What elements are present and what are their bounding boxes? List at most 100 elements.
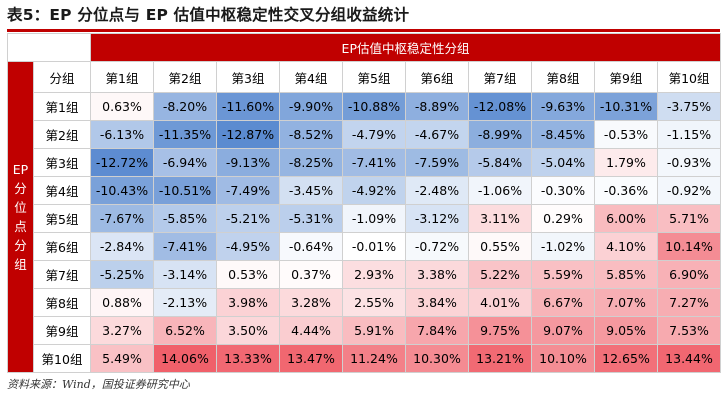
table-cell: 3.84%: [405, 288, 469, 317]
row-header: 第1组: [33, 92, 91, 121]
table-cell: -6.13%: [90, 120, 154, 149]
table-cell: -3.14%: [153, 260, 217, 289]
table-cell: -8.89%: [405, 92, 469, 121]
column-header: 第9组: [594, 61, 658, 93]
table-cell: 0.88%: [90, 288, 154, 317]
table-cell: -4.95%: [216, 232, 280, 261]
table-cell: -0.01%: [342, 232, 406, 261]
table-cell: 11.24%: [342, 344, 406, 373]
table-cell: -5.85%: [153, 204, 217, 233]
table-cell: 3.98%: [216, 288, 280, 317]
table-cell: -8.20%: [153, 92, 217, 121]
table-row: 第8组 0.88% -2.13% 3.98% 3.28% 2.55% 3.84% 4.01% 6…: [8, 288, 722, 317]
table-cell: 5.59%: [531, 260, 595, 289]
table-cell: 7.07%: [594, 288, 658, 317]
table-cell: -7.59%: [405, 148, 469, 177]
table-cell: -9.63%: [531, 92, 595, 121]
super-header-row: EP估值中枢稳定性分组: [7, 33, 722, 62]
table-cell: -7.41%: [342, 148, 406, 177]
table-cell: -0.72%: [405, 232, 469, 261]
column-header: 第3组: [216, 61, 280, 93]
table-cell: -3.45%: [279, 176, 343, 205]
table-cell: 5.91%: [342, 316, 406, 345]
table-cell: 6.90%: [656, 260, 722, 289]
cross-group-table-wrapper: EP估值中枢稳定性分组 EP 分位点分组分组 第1组 第2组 第3组 第4组 第5组 第6组 第7…: [7, 33, 722, 373]
table-cell: -3.12%: [405, 204, 469, 233]
table-cell: 4.10%: [594, 232, 658, 261]
corner-blank: [7, 33, 91, 62]
table-cell: 6.67%: [531, 288, 595, 317]
table-cell: 3.50%: [216, 316, 280, 345]
table-cell: -0.92%: [656, 176, 722, 205]
table-title: 表5：EP 分位点与 EP 估值中枢稳定性交叉分组收益统计: [7, 6, 410, 24]
row-header: 第6组: [33, 232, 91, 261]
table-row: 第10组 5.49% 14.06% 13.33% 13.47% 11.24% 10.30% 1…: [8, 344, 722, 373]
table-cell: -0.30%: [531, 176, 595, 205]
table-cell: -2.48%: [405, 176, 469, 205]
table-cell: 9.07%: [531, 316, 595, 345]
table-row: 第2组 -6.13% -11.35% -12.87% -8.52% -4.79% -4.67…: [8, 120, 722, 149]
table-cell: -8.99%: [468, 120, 532, 149]
table-cell: 13.44%: [656, 344, 722, 373]
table-cell: -1.02%: [531, 232, 595, 261]
table-row: 第1组 0.63% -8.20% -11.60% -9.90% -10.88% -8.89%…: [8, 92, 722, 121]
cross-group-return-table: EP估值中枢稳定性分组 EP 分位点分组分组 第1组 第2组 第3组 第4组 第5组 第6组 第7…: [7, 33, 722, 373]
table-row: 第3组 -12.72% -6.94% -9.13% -8.25% -7.41% -7.59%…: [8, 148, 722, 177]
table-cell: 10.14%: [656, 232, 722, 261]
table-cell: -11.35%: [153, 120, 217, 149]
table-cell: -6.94%: [153, 148, 217, 177]
column-header: 第4组: [279, 61, 343, 93]
table-cell: 3.38%: [405, 260, 469, 289]
table-cell: 9.05%: [594, 316, 658, 345]
column-header: 第1组: [90, 61, 154, 93]
row-header: 第8组: [33, 288, 91, 317]
table-body: EP估值中枢稳定性分组 EP 分位点分组分组 第1组 第2组 第3组 第4组 第5组 第6组 第7…: [7, 33, 722, 373]
table-cell: -10.31%: [594, 92, 658, 121]
table-cell: -5.31%: [279, 204, 343, 233]
table-cell: -11.60%: [216, 92, 280, 121]
table-cell: 3.28%: [279, 288, 343, 317]
table-cell: 0.37%: [279, 260, 343, 289]
table-cell: 0.55%: [468, 232, 532, 261]
table-cell: 13.21%: [468, 344, 532, 373]
table-cell: 10.30%: [405, 344, 469, 373]
side-header-char: 分: [14, 238, 27, 253]
table-row: 第7组 -5.25% -3.14% 0.53% 0.37% 2.93% 3.38% 5.22%…: [8, 260, 722, 289]
table-cell: 3.11%: [468, 204, 532, 233]
table-cell: -1.06%: [468, 176, 532, 205]
table-cell: -2.13%: [153, 288, 217, 317]
table-cell: 5.49%: [90, 344, 154, 373]
row-header: 第3组: [33, 148, 91, 177]
table-cell: -7.49%: [216, 176, 280, 205]
table-cell: -0.93%: [656, 148, 722, 177]
table-cell: 6.00%: [594, 204, 658, 233]
column-header: 第8组: [531, 61, 595, 93]
table-cell: 0.63%: [90, 92, 154, 121]
table-cell: -12.08%: [468, 92, 532, 121]
row-header: 第4组: [33, 176, 91, 205]
table-cell: 5.71%: [656, 204, 722, 233]
row-header: 第5组: [33, 204, 91, 233]
table-cell: -5.25%: [90, 260, 154, 289]
table-cell: -7.67%: [90, 204, 154, 233]
table-cell: 2.55%: [342, 288, 406, 317]
table-row: 第9组 3.27% 6.52% 3.50% 4.44% 5.91% 7.84% 9.75% 9.…: [8, 316, 722, 345]
table-cell: -8.45%: [531, 120, 595, 149]
table-cell: -0.36%: [594, 176, 658, 205]
row-header: 第2组: [33, 120, 91, 149]
table-cell: 13.47%: [279, 344, 343, 373]
column-header: 第10组: [656, 61, 722, 93]
table-cell: -5.04%: [531, 148, 595, 177]
side-header: EP 分位点分组: [7, 61, 34, 373]
table-cell: 7.84%: [405, 316, 469, 345]
table-cell: -8.25%: [279, 148, 343, 177]
column-header: 第6组: [405, 61, 469, 93]
table-cell: -9.90%: [279, 92, 343, 121]
column-header: 第5组: [342, 61, 406, 93]
title-underline: [7, 29, 720, 32]
table-row: 第6组 -2.84% -7.41% -4.95% -0.64% -0.01% -0.72% 0…: [8, 232, 722, 261]
table-cell: 1.79%: [594, 148, 658, 177]
table-cell: 9.75%: [468, 316, 532, 345]
table-cell: 3.27%: [90, 316, 154, 345]
table-row: 第4组 -10.43% -10.51% -7.49% -3.45% -4.92% -2.48…: [8, 176, 722, 205]
